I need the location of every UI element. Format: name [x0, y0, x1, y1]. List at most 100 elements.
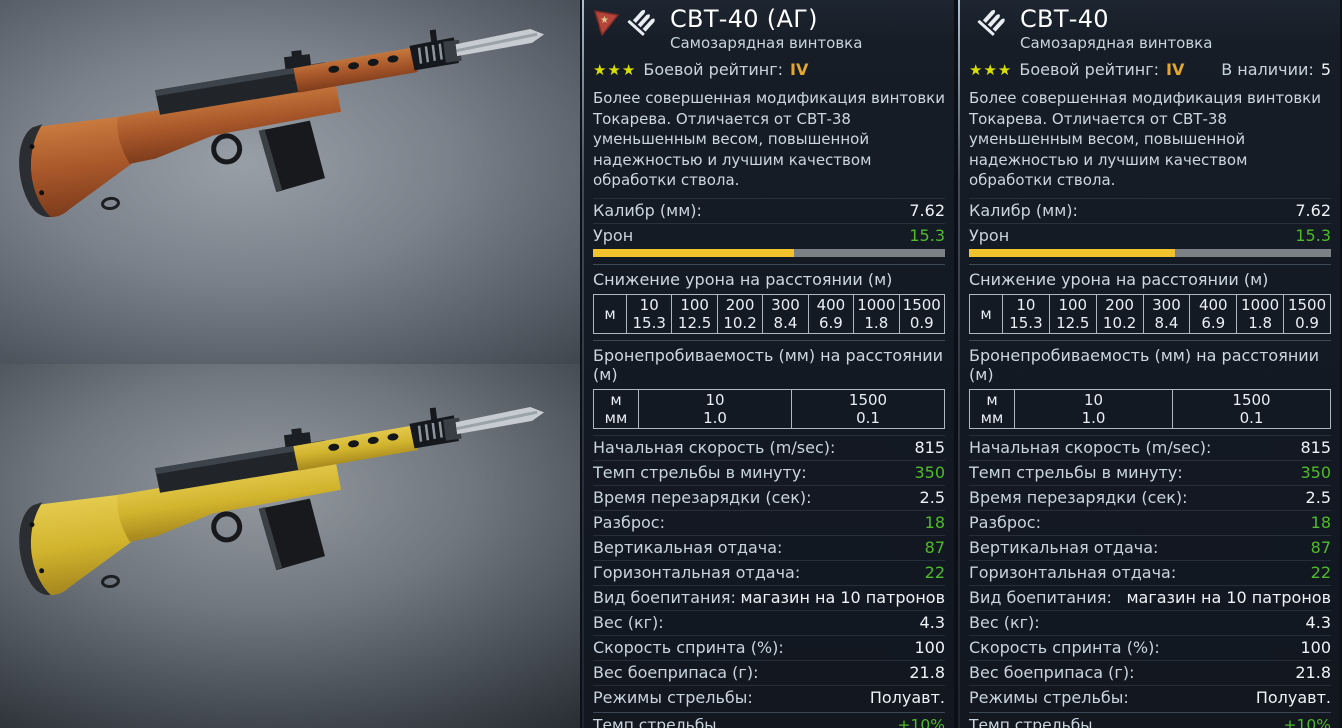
- rating-stars-icon: ★★★: [969, 61, 1013, 79]
- modifier-row: Темп стрельбы +10%: [593, 715, 945, 728]
- weapon-preview-pane: [0, 0, 580, 728]
- stat-row: Режимы стрельбы: Полуавт.: [593, 684, 945, 710]
- stat-value: 2.5: [1305, 488, 1331, 507]
- damage-label: Урон: [969, 225, 1010, 245]
- stat-value: 21.8: [909, 663, 945, 682]
- stat-row: Вес боеприпаса (г): 21.8: [969, 659, 1331, 685]
- weapon-subtitle: Самозарядная винтовка: [1020, 34, 1213, 52]
- damage-bar-track: [593, 248, 945, 257]
- weapon-image-svt40ag: [0, 0, 580, 364]
- stat-label: Начальная скорость (m/sec):: [969, 438, 1212, 457]
- stat-value: 21.8: [1295, 663, 1331, 682]
- stat-row: Вес (кг): 4.3: [969, 609, 1331, 635]
- stat-value: 815: [914, 438, 945, 457]
- penetration-section-title: Бронепробиваемость (мм) на расстоянии (м…: [593, 339, 945, 388]
- falloff-cell: 400 6.9: [1189, 293, 1238, 334]
- stat-label: Время перезарядки (сек):: [593, 488, 812, 507]
- weapon-image-svt40: [0, 364, 580, 728]
- falloff-corner-cell: м: [969, 293, 1003, 334]
- weapon-subtitle: Самозарядная винтовка: [670, 34, 863, 52]
- weapon-class-rifle-ammo-icon: [627, 9, 655, 36]
- damage-block: Урон 15.3: [969, 222, 1331, 257]
- falloff-cell: 1500 0.9: [898, 293, 946, 334]
- weapon-title: СВТ-40: [1020, 5, 1109, 33]
- stat-row: Вид боепитания: магазин на 10 патронов: [969, 584, 1331, 610]
- falloff-cell: 10 15.3: [1002, 293, 1050, 334]
- stat-label: Темп стрельбы в минуту:: [593, 463, 807, 482]
- rating-row: ★★★ Боевой рейтинг: IV: [593, 58, 945, 84]
- stat-label: Скорость спринта (%):: [593, 638, 784, 657]
- stat-row: Разброс: 18: [593, 509, 945, 535]
- weapon-stats-panel-svt40[interactable]: СВТ-40 Самозарядная винтовка ★★★ Боевой рей…: [958, 0, 1340, 728]
- stat-label: Вид боепитания:: [969, 588, 1112, 607]
- stat-row: Горизонтальная отдача: 22: [593, 559, 945, 585]
- falloff-cell: 400 6.9: [807, 293, 855, 334]
- availability-value: 5: [1320, 60, 1331, 79]
- rifle-illustration: [19, 29, 545, 218]
- damage-label: Урон: [593, 225, 634, 245]
- rating-row: ★★★ Боевой рейтинг: IV В наличии: 5: [969, 58, 1331, 84]
- falloff-cell: 1000 1.8: [853, 293, 900, 334]
- stat-row: Скорость спринта (%): 100: [593, 634, 945, 660]
- stat-row: Скорость спринта (%): 100: [969, 634, 1331, 660]
- stat-row: Вес боеприпаса (г): 21.8: [593, 659, 945, 685]
- stat-value: 7.62: [909, 201, 945, 220]
- weapon-description: Более совершенная модификация винтовки Т…: [969, 89, 1321, 189]
- stat-row: Вид боепитания: магазин на 10 патронов: [593, 584, 945, 610]
- stat-row: Начальная скорость (m/sec): 815: [969, 434, 1331, 460]
- stat-row: Вес (кг): 4.3: [593, 609, 945, 635]
- damage-falloff-table: м 10 15.3 100 12.5 200 10.2 300 8.4 400 6.9 1000 1.8…: [593, 293, 946, 334]
- falloff-section-title: Снижение урона на расстоянии (м): [593, 263, 945, 293]
- penetration-table: м мм 10 1.0 1500 0.1: [593, 388, 945, 429]
- stat-label: Вес боеприпаса (г):: [969, 663, 1135, 682]
- falloff-cell: 200 10.2: [716, 293, 764, 334]
- availability: В наличии: 5: [1221, 60, 1331, 79]
- stat-label: Калибр (мм):: [593, 201, 702, 220]
- stat-value: Полуавт.: [1255, 688, 1331, 707]
- stat-row-caliber: Калибр (мм): 7.62: [593, 197, 945, 223]
- stat-label: Скорость спринта (%):: [969, 638, 1160, 657]
- stat-row: Разброс: 18: [969, 509, 1331, 535]
- stat-label: Время перезарядки (сек):: [969, 488, 1188, 507]
- modifier-row: Темп стрельбы +10%: [969, 715, 1331, 728]
- stat-label: Вертикальная отдача:: [969, 538, 1159, 557]
- stat-row: Темп стрельбы в минуту: 350: [969, 459, 1331, 485]
- falloff-cell: 300 8.4: [1142, 293, 1191, 334]
- weapon-description: Более совершенная модификация винтовки Т…: [593, 89, 945, 189]
- damage-value: 15.3: [1295, 225, 1331, 245]
- stat-value: 7.62: [1295, 201, 1331, 220]
- falloff-cell: 100 12.5: [671, 293, 718, 334]
- stat-value: магазин на 10 патронов: [1126, 588, 1331, 607]
- falloff-section-title: Снижение урона на расстоянии (м): [969, 263, 1331, 293]
- svg-text:★: ★: [600, 15, 609, 26]
- weapon-stats-panel-svt40ag[interactable]: ★ СВТ-40 (АГ) Самозарядная винтовка ★★★ Боев…: [582, 0, 954, 728]
- weapon-header: СВТ-40 Самозарядная винтовка: [969, 0, 1331, 58]
- stat-value: 18: [924, 513, 945, 532]
- stat-row: Время перезарядки (сек): 2.5: [593, 484, 945, 510]
- stat-row: Начальная скорость (m/sec): 815: [593, 434, 945, 460]
- availability-label: В наличии:: [1221, 60, 1314, 79]
- stat-label: Режимы стрельбы:: [593, 688, 753, 707]
- modifiers-section: Темп стрельбы+10%Поражающая способность+…: [593, 711, 945, 728]
- stat-label: Горизонтальная отдача:: [593, 563, 801, 582]
- penetration-cell: 1500 0.1: [1172, 388, 1331, 429]
- stat-label: Вес боеприпаса (г):: [593, 663, 759, 682]
- rating-value: IV: [1166, 60, 1185, 79]
- damage-bar-fill: [593, 248, 794, 257]
- stat-row: Время перезарядки (сек): 2.5: [969, 484, 1331, 510]
- falloff-cell: 1000 1.8: [1236, 293, 1285, 334]
- stat-value: 4.3: [919, 613, 945, 632]
- damage-bar-track: [969, 248, 1331, 257]
- stat-row: Вертикальная отдача: 87: [593, 534, 945, 560]
- stat-value: Полуавт.: [869, 688, 945, 707]
- stat-value: магазин на 10 патронов: [740, 588, 945, 607]
- damage-value: 15.3: [909, 225, 945, 245]
- damage-falloff-table: м 10 15.3 100 12.5 200 10.2 300 8.4 400 6.9 1000 1.8…: [969, 293, 1331, 334]
- stat-label: Разброс:: [969, 513, 1041, 532]
- stat-row: Режимы стрельбы: Полуавт.: [969, 684, 1331, 710]
- stat-value: 350: [914, 463, 945, 482]
- penetration-table: м мм 10 1.0 1500 0.1: [969, 388, 1331, 429]
- stat-value: 22: [1310, 563, 1331, 582]
- damage-block: Урон 15.3: [593, 222, 945, 257]
- penetration-cell: 1500 0.1: [791, 388, 945, 429]
